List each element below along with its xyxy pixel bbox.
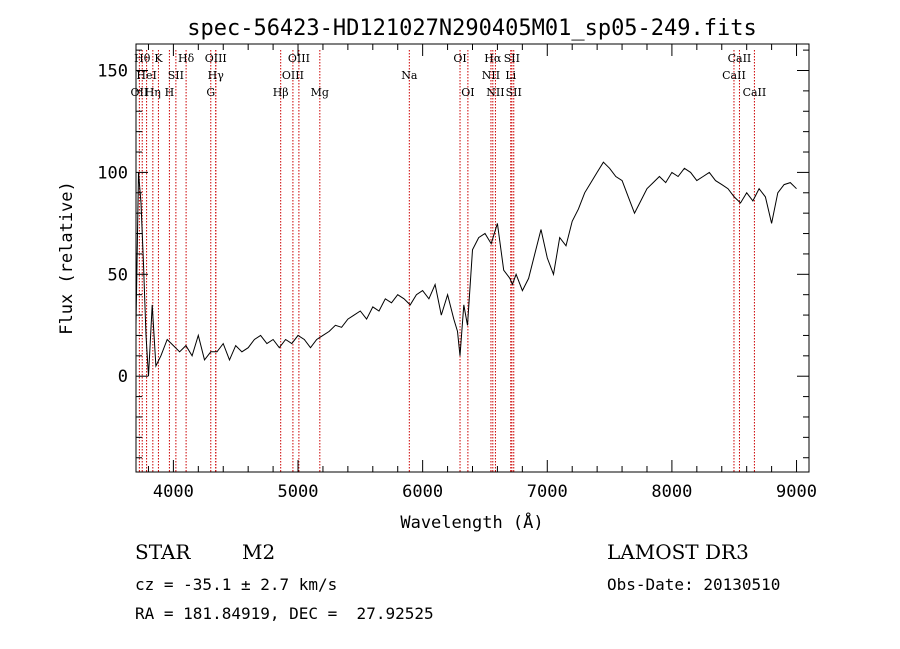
spectral-line-label: Na xyxy=(401,69,418,82)
y-tick-label: 150 xyxy=(97,61,128,81)
object-class: STAR xyxy=(135,540,191,564)
spectral-line-label: SII xyxy=(504,52,520,65)
spectral-line-label: NII xyxy=(482,69,500,82)
y-tick-label: 100 xyxy=(97,163,128,183)
spectral-line-label: Hβ xyxy=(273,86,289,99)
redshift-velocity: cz = -35.1 ± 2.7 km/s xyxy=(135,575,338,594)
spectral-line-labels: OII Hθ HeI Hη K H SII Hδ OIII Hγ G Hβ OIII OIII Mg Na OI… xyxy=(131,52,767,99)
x-axis-ticks: 4000 5000 6000 7000 8000 9000 xyxy=(147,44,817,502)
y-tick-label: 50 xyxy=(108,265,128,285)
x-tick-label: 9000 xyxy=(776,482,817,502)
plot-frame xyxy=(135,43,810,473)
spectral-line-label: G xyxy=(206,86,215,99)
spectral-line-label: Hθ xyxy=(134,52,151,65)
spectral-line-markers xyxy=(138,50,755,472)
spectral-line-label: SII xyxy=(168,69,184,82)
y-axis-ticks: 0 50 100 150 xyxy=(97,49,809,459)
spectrum-series-line xyxy=(135,161,797,377)
x-tick-label: 6000 xyxy=(402,482,443,502)
spectral-line-label: HeI xyxy=(136,69,156,82)
x-axis-label: Wavelength (Å) xyxy=(400,511,543,533)
survey-name: LAMOST DR3 xyxy=(607,540,749,564)
spectral-line-label: Mg xyxy=(311,86,329,99)
spectral-line-label: CaII xyxy=(743,86,767,99)
spectral-line-label: NII xyxy=(486,86,504,99)
x-tick-label: 5000 xyxy=(278,482,319,502)
spectral-line-label: Hγ xyxy=(208,69,225,82)
sky-coordinates: RA = 181.84919, DEC = 27.92525 xyxy=(135,604,434,623)
spectral-line-label: H xyxy=(165,86,175,99)
spectral-line-label: OII xyxy=(131,86,149,99)
spectral-line-label: OIII xyxy=(288,52,310,65)
x-tick-label: 8000 xyxy=(651,482,692,502)
observation-date: Obs-Date: 20130510 xyxy=(607,575,781,594)
spectral-line-label: Hδ xyxy=(178,52,195,65)
spectral-line-label: CaII xyxy=(722,69,746,82)
y-axis-label: Flux (relative) xyxy=(57,181,77,335)
x-tick-label: 4000 xyxy=(153,482,194,502)
spectral-line-label: SII xyxy=(506,86,522,99)
spectral-line-label: Hα xyxy=(484,52,502,65)
spectral-line-label: OIII xyxy=(282,69,304,82)
spectral-line-label: K xyxy=(154,52,163,65)
spectral-line-label: OIII xyxy=(205,52,227,65)
spectral-line-label: OI xyxy=(461,86,474,99)
object-subclass: M2 xyxy=(242,540,276,564)
spectral-line-label: OI xyxy=(453,52,466,65)
y-tick-label: 0 xyxy=(118,367,128,387)
chart-title: spec-56423-HD121027N290405M01_sp05-249.f… xyxy=(187,16,757,41)
spectral-line-label: CaII xyxy=(728,52,752,65)
spectral-line-label: Li xyxy=(505,69,516,82)
spectral-line-label: Hη xyxy=(145,86,161,99)
x-tick-label: 7000 xyxy=(527,482,568,502)
